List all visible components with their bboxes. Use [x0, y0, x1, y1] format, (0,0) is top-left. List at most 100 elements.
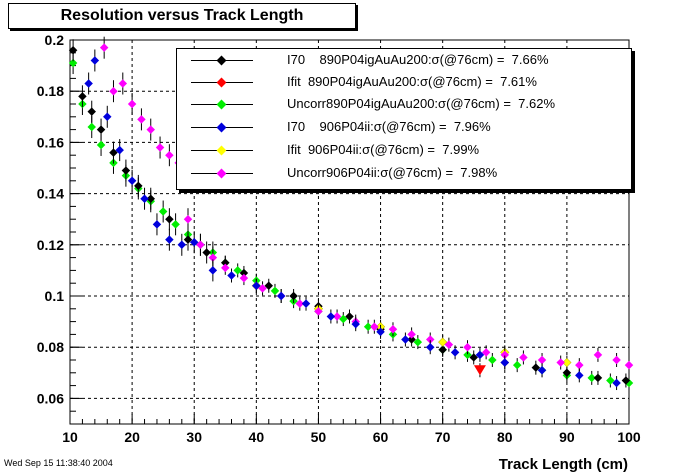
legend-entry: Uncorr906P04ii:σ(@76cm) = 7.98%: [177, 163, 631, 185]
data-point: [512, 360, 522, 370]
data-point: [137, 115, 146, 124]
data-point: [155, 143, 165, 152]
y-axis-ticks: 0.06 0.08 0.1 0.12 0.14 0.16 0.18 0.2: [37, 32, 82, 425]
data-point: [233, 266, 242, 275]
data-point: [103, 112, 112, 122]
data-point: [314, 307, 323, 316]
data-point: [295, 299, 305, 308]
x-axis-ticks: 10 20 30 40 50 60 70 80 90 100: [62, 414, 641, 445]
data-point: [500, 350, 510, 360]
y-tick-label: 0.16: [37, 134, 64, 150]
x-tick-label: 80: [497, 429, 513, 445]
legend-label: Ifit 890P04igAuAu200:σ(@76cm) = 7.61%: [287, 74, 537, 89]
x-tick-label: 20: [124, 429, 140, 445]
data-point: [624, 360, 634, 370]
data-point: [473, 365, 486, 376]
data-point: [575, 360, 584, 370]
data-point: [612, 355, 621, 365]
data-point: [562, 357, 572, 368]
data-point: [621, 376, 631, 385]
legend-marker: [216, 77, 227, 88]
legend-marker: [216, 99, 227, 110]
data-point: [593, 350, 603, 360]
data-point: [345, 312, 354, 321]
data-point: [407, 330, 416, 339]
data-point: [301, 299, 311, 308]
x-tick-label: 50: [311, 429, 327, 445]
data-point: [450, 348, 460, 357]
data-point: [401, 335, 410, 344]
data-point: [388, 325, 398, 334]
timestamp: Wed Sep 15 11:38:40 2004: [4, 458, 113, 468]
data-point: [469, 353, 478, 362]
data-point: [481, 348, 491, 357]
data-point: [488, 355, 497, 365]
y-tick-label: 0.12: [37, 237, 64, 253]
legend-entry: Ifit 890P04igAuAu200:σ(@76cm) = 7.61%: [177, 72, 631, 94]
y-tick-label: 0.2: [45, 32, 65, 48]
data-point: [289, 291, 298, 301]
data-point: [165, 235, 174, 244]
data-point: [326, 312, 336, 321]
data-point: [165, 150, 174, 160]
data-point: [413, 337, 423, 347]
data-point: [87, 122, 96, 132]
data-point: [426, 342, 435, 352]
data-point: [189, 237, 199, 247]
data-point: [146, 125, 155, 134]
legend-label: Ifit 906P04ii:σ(@76cm) = 7.99%: [287, 142, 480, 157]
data-point: [140, 194, 149, 203]
data-point: [96, 140, 106, 150]
data-point: [438, 345, 447, 355]
data-point: [127, 176, 137, 186]
x-tick-label: 70: [435, 429, 451, 445]
data-point: [426, 335, 435, 344]
data-point: [537, 365, 547, 375]
data-point: [208, 266, 218, 275]
legend-label: I70 890P04igAuAu200:σ(@76cm) = 7.66%: [287, 52, 549, 67]
x-tick-label: 30: [186, 429, 202, 445]
data-point: [531, 363, 541, 372]
data-point: [339, 314, 348, 324]
data-point: [519, 353, 528, 362]
legend-marker: [216, 168, 227, 179]
data-point: [606, 376, 615, 385]
data-point: [276, 291, 286, 301]
data-point: [171, 220, 180, 229]
legend-label: Uncorr890P04igAuAu200:σ(@76cm) = 7.62%: [287, 96, 556, 111]
data-point: [612, 378, 621, 388]
data-point: [158, 207, 168, 216]
data-point: [587, 373, 596, 383]
data-point: [127, 99, 137, 109]
data-point: [87, 107, 96, 116]
x-axis-label: Track Length (cm): [499, 456, 628, 473]
chart-title: Resolution versus Track Length: [8, 3, 356, 29]
legend-label: Uncorr906P04ii:σ(@76cm) = 7.98%: [287, 165, 498, 180]
data-point: [146, 194, 155, 203]
data-point: [463, 350, 472, 360]
data-point: [258, 284, 267, 293]
legend-entry: I70 890P04igAuAu200:σ(@76cm) = 7.66%: [177, 50, 631, 72]
data-point: [208, 253, 218, 262]
data-points: [68, 36, 634, 391]
data-point: [438, 337, 448, 347]
y-tick-label: 0.1: [45, 288, 65, 304]
data-point: [575, 371, 584, 380]
data-point: [463, 342, 472, 352]
data-point: [332, 312, 342, 321]
data-point: [121, 166, 131, 175]
data-point: [196, 240, 205, 250]
data-point: [109, 86, 118, 96]
data-point: [96, 125, 106, 134]
data-point: [68, 58, 78, 68]
data-point: [90, 56, 100, 65]
data-point: [351, 319, 360, 329]
data-point: [202, 248, 211, 257]
x-tick-label: 40: [249, 429, 265, 445]
data-point: [84, 79, 93, 88]
data-point: [134, 181, 143, 191]
data-point: [239, 273, 249, 283]
legend-entry: I70 906P04ii:σ(@76cm) = 7.96%: [177, 117, 631, 139]
legend-label: I70 906P04ii:σ(@76cm) = 7.96%: [287, 119, 491, 134]
data-point: [264, 281, 273, 291]
